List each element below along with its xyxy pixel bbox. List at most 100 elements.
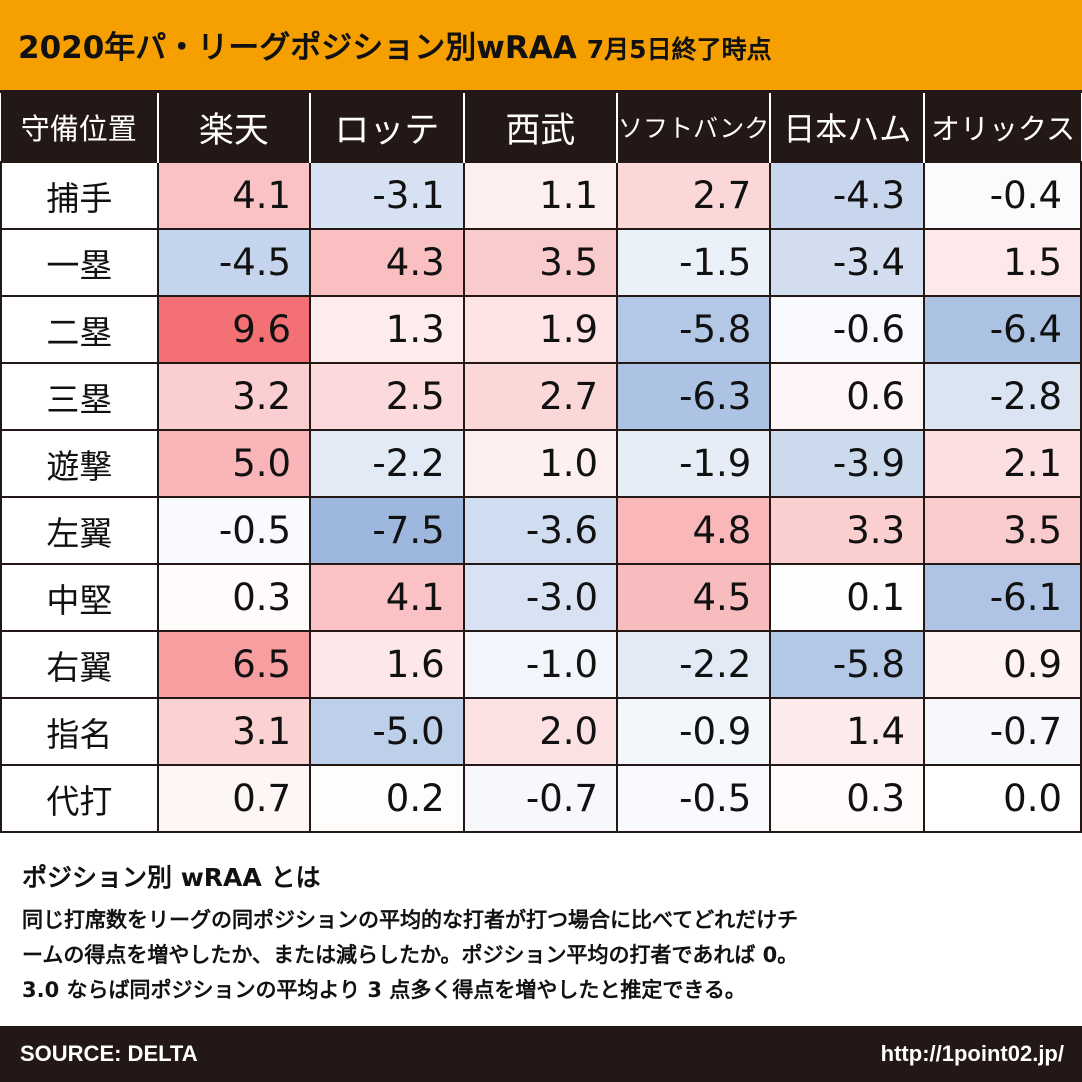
table-row: 中堅 0.3 4.1 -3.0 4.5 0.1 -6.1 — [0, 563, 1082, 632]
title-bar: 2020年パ・リーグポジション別wRAA 7月5日終了時点 — [0, 0, 1082, 93]
heatmap-cell: -1.0 — [462, 630, 619, 699]
heatmap-cell: -5.8 — [616, 295, 772, 364]
heatmap-cell: -6.3 — [616, 362, 772, 431]
column-header: ソフトバンク — [617, 93, 772, 162]
heatmap-cell: 0.3 — [769, 764, 926, 833]
heatmap-cell: 0.3 — [156, 563, 312, 632]
heatmap-cell: 0.9 — [923, 630, 1082, 699]
column-header: 楽天 — [157, 93, 312, 162]
heatmap-cell: -5.8 — [769, 630, 926, 699]
table-row: 二塁 9.6 1.3 1.9 -5.8 -0.6 -6.4 — [0, 295, 1082, 364]
description-line: 同じ打席数をリーグの同ポジションの平均的な打者が打つ場合に比べてどれだけチ — [22, 908, 799, 932]
heatmap-cell: -3.9 — [769, 429, 926, 498]
row-header: 左翼 — [0, 496, 159, 565]
heatmap-cell: 2.5 — [309, 362, 465, 431]
heatmap-cell: -6.4 — [923, 295, 1082, 364]
heatmap-cell: 3.3 — [769, 496, 926, 565]
description-line: 3.0 ならば同ポジションの平均より 3 点多く得点を増やしたと推定できる。 — [22, 978, 746, 1002]
table-row: 右翼 6.5 1.6 -1.0 -2.2 -5.8 0.9 — [0, 630, 1082, 699]
heatmap-cell: 4.1 — [156, 161, 312, 230]
row-header: 二塁 — [0, 295, 159, 364]
column-header: ロッテ — [310, 93, 465, 162]
heatmap-cell: 1.1 — [462, 161, 619, 230]
heatmap-cell: 0.0 — [923, 764, 1082, 833]
heatmap-cell: -7.5 — [309, 496, 465, 565]
heatmap-cell: -6.1 — [923, 563, 1082, 632]
heatmap-cell: 0.2 — [309, 764, 465, 833]
heatmap-cell: -0.5 — [156, 496, 312, 565]
row-header: 指名 — [0, 697, 159, 766]
heatmap-cell: 0.1 — [769, 563, 926, 632]
heatmap-cell: -3.4 — [769, 228, 926, 297]
heatmap-cell: 0.7 — [156, 764, 312, 833]
row-header: 右翼 — [0, 630, 159, 699]
column-header: 西武 — [463, 93, 619, 162]
heatmap-cell: 1.0 — [462, 429, 619, 498]
description-body: 同じ打席数をリーグの同ポジションの平均的な打者が打つ場合に比べてどれだけチ ーム… — [22, 903, 1072, 1008]
heatmap-table: 守備位置 楽天 ロッテ 西武 ソフトバンク 日本ハム オリックス 捕手 4.1 -3.1 1.1 2… — [0, 93, 1082, 833]
row-header: 代打 — [0, 764, 159, 833]
heatmap-cell: -3.0 — [462, 563, 619, 632]
table-row: 左翼 -0.5 -7.5 -3.6 4.8 3.3 3.5 — [0, 496, 1082, 565]
header-row: 守備位置 楽天 ロッテ 西武 ソフトバンク 日本ハム オリックス — [1, 93, 1081, 162]
chart-title: 2020年パ・リーグポジション別wRAA 7月5日終了時点 — [18, 22, 772, 67]
heatmap-cell: 1.6 — [309, 630, 465, 699]
title-text: 2020年パ・リーグポジション別wRAA — [18, 30, 577, 66]
table-row: 三塁 3.2 2.5 2.7 -6.3 0.6 -2.8 — [0, 362, 1082, 431]
heatmap-cell: 5.0 — [156, 429, 312, 498]
table-row: 一塁 -4.5 4.3 3.5 -1.5 -3.4 1.5 — [0, 228, 1082, 297]
heatmap-cell: 1.3 — [309, 295, 465, 364]
heatmap-cell: 3.2 — [156, 362, 312, 431]
heatmap-cell: -4.3 — [769, 161, 926, 230]
heatmap-cell: -4.5 — [156, 228, 312, 297]
heatmap-cell: 4.3 — [309, 228, 465, 297]
heatmap-cell: -1.9 — [616, 429, 772, 498]
heatmap-cell: 1.9 — [462, 295, 619, 364]
heatmap-cell: -0.7 — [462, 764, 619, 833]
column-header: 日本ハム — [770, 93, 926, 162]
heatmap-cell: 2.0 — [462, 697, 619, 766]
heatmap-cell: 3.5 — [462, 228, 619, 297]
heatmap-cell: -2.8 — [923, 362, 1082, 431]
heatmap-cell: -0.5 — [616, 764, 772, 833]
heatmap-cell: -0.4 — [923, 161, 1082, 230]
heatmap-cell: 4.1 — [309, 563, 465, 632]
heatmap-cell: -0.7 — [923, 697, 1082, 766]
row-header: 遊撃 — [0, 429, 159, 498]
heatmap-cell: -1.5 — [616, 228, 772, 297]
description-title: ポジション別 wRAA とは — [22, 863, 321, 892]
row-header: 一塁 — [0, 228, 159, 297]
heatmap-cell: 2.7 — [616, 161, 772, 230]
heatmap-cell: 3.5 — [923, 496, 1082, 565]
description-line: ームの得点を増やしたか、または減らしたか。ポジション平均の打者であれば 0。 — [22, 943, 799, 967]
heatmap-cell: -0.9 — [616, 697, 772, 766]
source-label: SOURCE: DELTA — [20, 1041, 198, 1066]
row-header: 捕手 — [0, 161, 159, 230]
row-header: 中堅 — [0, 563, 159, 632]
heatmap-cell: 4.5 — [616, 563, 772, 632]
table-row: 指名 3.1 -5.0 2.0 -0.9 1.4 -0.7 — [0, 697, 1082, 766]
heatmap-cell: 3.1 — [156, 697, 312, 766]
row-header: 三塁 — [0, 362, 159, 431]
heatmap-cell: -3.6 — [462, 496, 619, 565]
title-date: 7月5日終了時点 — [586, 35, 772, 64]
heatmap-cell: 9.6 — [156, 295, 312, 364]
column-header: オリックス — [924, 93, 1081, 162]
heatmap-cell: 4.8 — [616, 496, 772, 565]
heatmap-cell: 2.1 — [923, 429, 1082, 498]
table-row: 捕手 4.1 -3.1 1.1 2.7 -4.3 -0.4 — [0, 161, 1082, 230]
heatmap-cell: 1.4 — [769, 697, 926, 766]
heatmap-cell: -2.2 — [309, 429, 465, 498]
table-row: 代打 0.7 0.2 -0.7 -0.5 0.3 0.0 — [0, 764, 1082, 833]
heatmap-cell: 1.5 — [923, 228, 1082, 297]
corner-header: 守備位置 — [1, 93, 159, 162]
heatmap-cell: -0.6 — [769, 295, 926, 364]
heatmap-cell: -5.0 — [309, 697, 465, 766]
heatmap-cell: -3.1 — [309, 161, 465, 230]
heatmap-cell: 0.6 — [769, 362, 926, 431]
heatmap-cell: -2.2 — [616, 630, 772, 699]
heatmap-cell: 6.5 — [156, 630, 312, 699]
table-row: 遊撃 5.0 -2.2 1.0 -1.9 -3.9 2.1 — [0, 429, 1082, 498]
heatmap-cell: 2.7 — [462, 362, 619, 431]
heatmap-table-wrapper: 守備位置 楽天 ロッテ 西武 ソフトバンク 日本ハム オリックス 捕手 4.1 -3.1 1.1 2… — [0, 93, 1082, 833]
